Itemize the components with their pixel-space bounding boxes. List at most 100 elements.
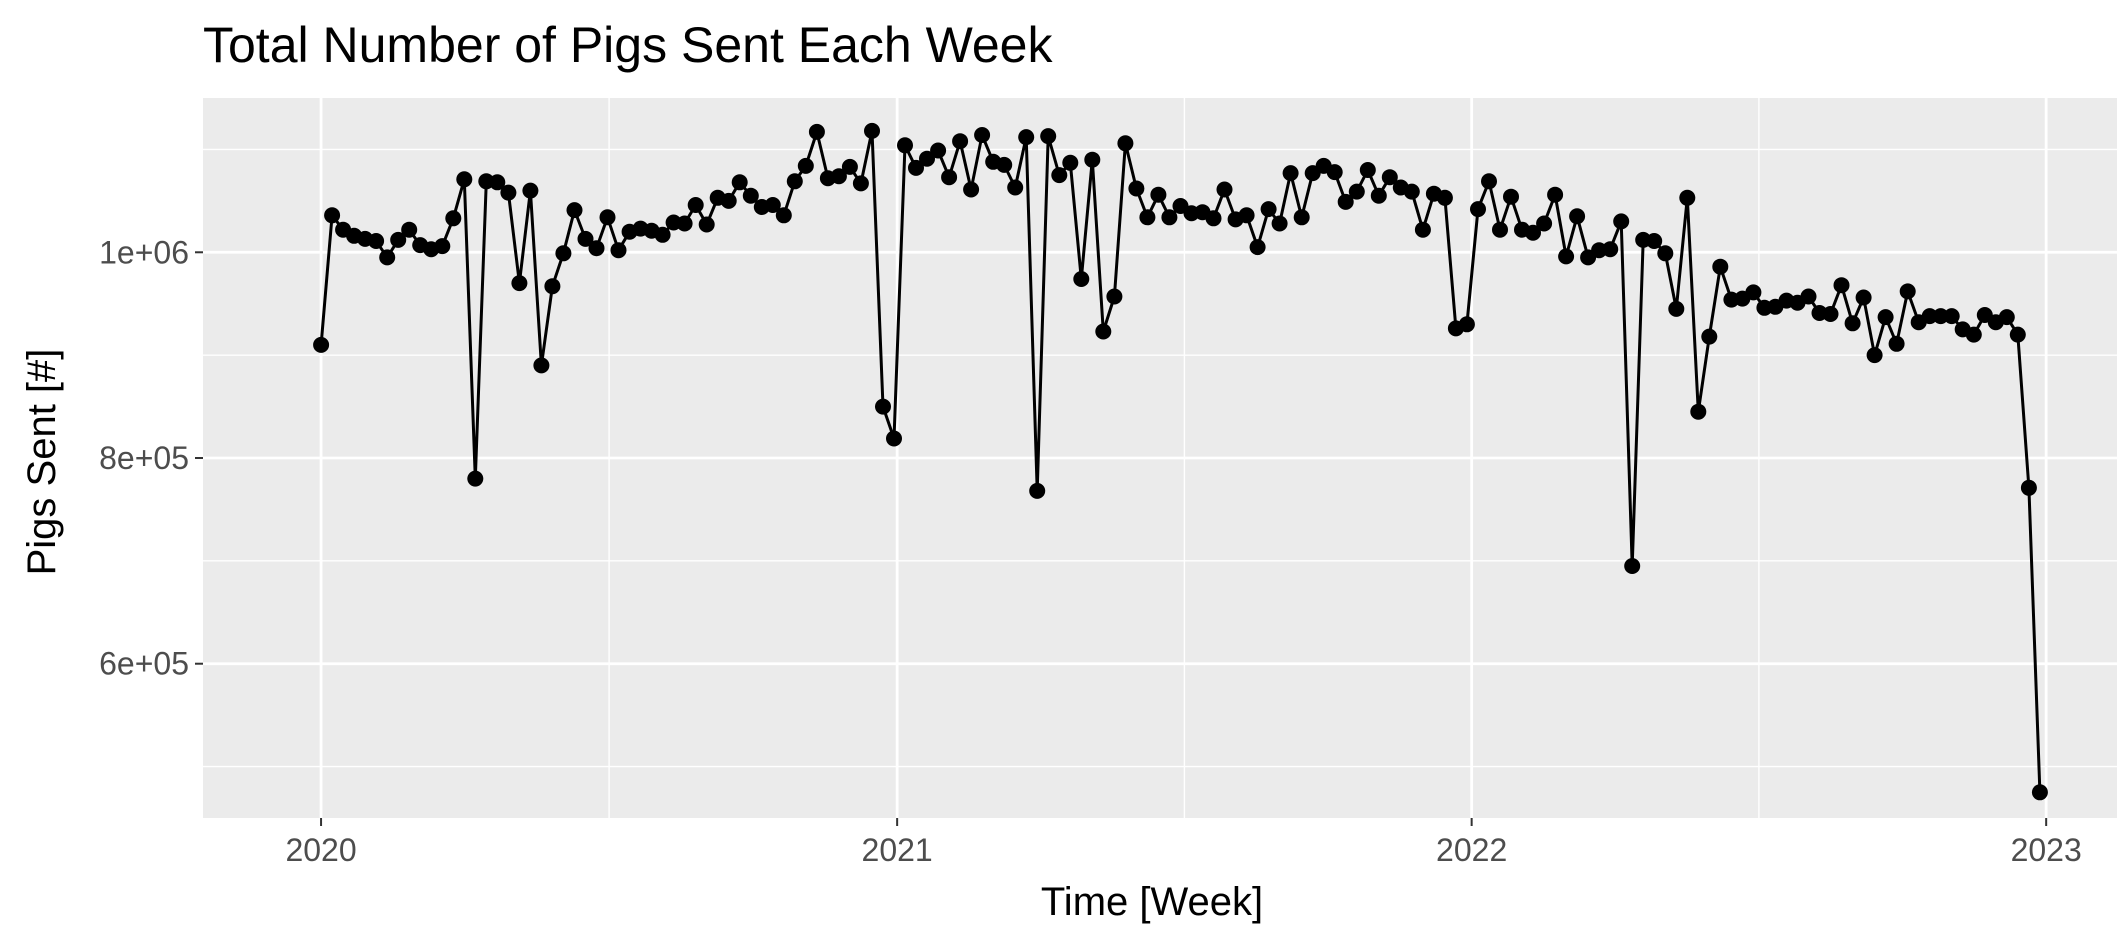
data-point [1403, 183, 1420, 200]
y-axis: 6e+05 8e+05 1e+06 [99, 234, 203, 682]
data-point [1822, 306, 1839, 322]
data-point [775, 207, 792, 224]
data-point [1370, 187, 1387, 204]
data-point [577, 230, 594, 247]
data-point [1205, 210, 1222, 227]
data-point [368, 233, 385, 249]
data-point [687, 197, 704, 213]
data-point [1381, 169, 1398, 186]
data-point [1525, 224, 1541, 241]
data-point [1503, 188, 1519, 205]
data-point [1084, 151, 1101, 168]
data-point [919, 150, 935, 167]
data-point [1271, 215, 1288, 232]
y-tick-label: 8e+05 [99, 440, 189, 476]
data-point [1481, 173, 1497, 190]
y-tick-label: 1e+06 [99, 234, 189, 270]
data-point [2009, 326, 2026, 343]
data-point [1844, 315, 1861, 332]
data-point [533, 357, 550, 374]
y-axis-title: Pigs Sent [#] [20, 349, 64, 576]
data-point [1161, 209, 1178, 226]
data-point [808, 123, 825, 140]
data-point [830, 168, 847, 185]
data-point [1602, 241, 1619, 258]
data-point [1833, 277, 1850, 294]
data-point [1701, 328, 1718, 345]
data-point [1128, 180, 1145, 197]
data-point [1458, 316, 1475, 333]
data-point [379, 249, 396, 266]
data-point [1062, 154, 1079, 171]
data-point [588, 240, 605, 257]
data-point [401, 221, 418, 238]
data-point [1238, 207, 1255, 224]
x-tick-label: 2022 [1436, 832, 1507, 868]
data-point [1029, 482, 1046, 499]
data-point [1613, 213, 1630, 230]
data-point [1943, 308, 1960, 325]
chart-title: Total Number of Pigs Sent Each Week [203, 17, 1053, 73]
data-point [489, 174, 506, 191]
x-tick-label: 2023 [2011, 832, 2082, 868]
data-point [1150, 186, 1167, 203]
data-point [841, 158, 858, 175]
data-point [742, 187, 759, 204]
data-point [875, 398, 891, 415]
data-point [952, 133, 969, 150]
data-point [1436, 189, 1453, 206]
data-point [930, 142, 947, 159]
data-point [445, 210, 462, 227]
data-point [1745, 284, 1762, 301]
data-point [1359, 162, 1376, 178]
data-point [1888, 335, 1905, 352]
data-point [1558, 248, 1575, 265]
data-point [1337, 193, 1354, 210]
data-point [1492, 221, 1508, 238]
data-point [698, 216, 715, 233]
data-point [1690, 403, 1707, 420]
data-points [313, 122, 2048, 801]
data-point [599, 209, 616, 226]
data-point [1326, 164, 1343, 181]
data-point [1293, 209, 1310, 226]
data-point [897, 137, 913, 154]
data-point [1117, 135, 1134, 152]
data-point [852, 175, 869, 192]
data-point [1679, 189, 1696, 206]
data-point [1051, 167, 1068, 184]
data-point [610, 242, 627, 259]
data-point [1106, 288, 1123, 305]
data-point [1646, 233, 1663, 249]
data-point [1668, 300, 1685, 317]
data-point [886, 430, 902, 447]
data-point [1536, 215, 1553, 232]
data-point [555, 245, 572, 262]
data-point [1470, 201, 1486, 218]
data-point [2031, 784, 2048, 801]
data-point [797, 157, 814, 174]
data-point [1547, 186, 1564, 203]
data-point [996, 156, 1013, 173]
data-point [1414, 221, 1431, 238]
data-point [1249, 239, 1266, 256]
data-point [1073, 271, 1090, 287]
data-point [941, 169, 958, 186]
x-axis-title: Time [Week] [1041, 880, 1263, 924]
data-point [522, 182, 539, 199]
data-point [2020, 479, 2037, 496]
data-point [1348, 183, 1365, 200]
data-point [720, 192, 737, 209]
data-point [1216, 181, 1233, 198]
data-point [654, 226, 671, 243]
data-point [1282, 165, 1299, 182]
data-point [731, 174, 748, 191]
data-point [1260, 201, 1277, 218]
data-point [566, 202, 583, 219]
data-point [1877, 309, 1894, 326]
data-point [1800, 288, 1817, 305]
y-tick-label: 6e+05 [99, 646, 189, 682]
data-point [1855, 289, 1872, 306]
data-point [434, 238, 451, 255]
